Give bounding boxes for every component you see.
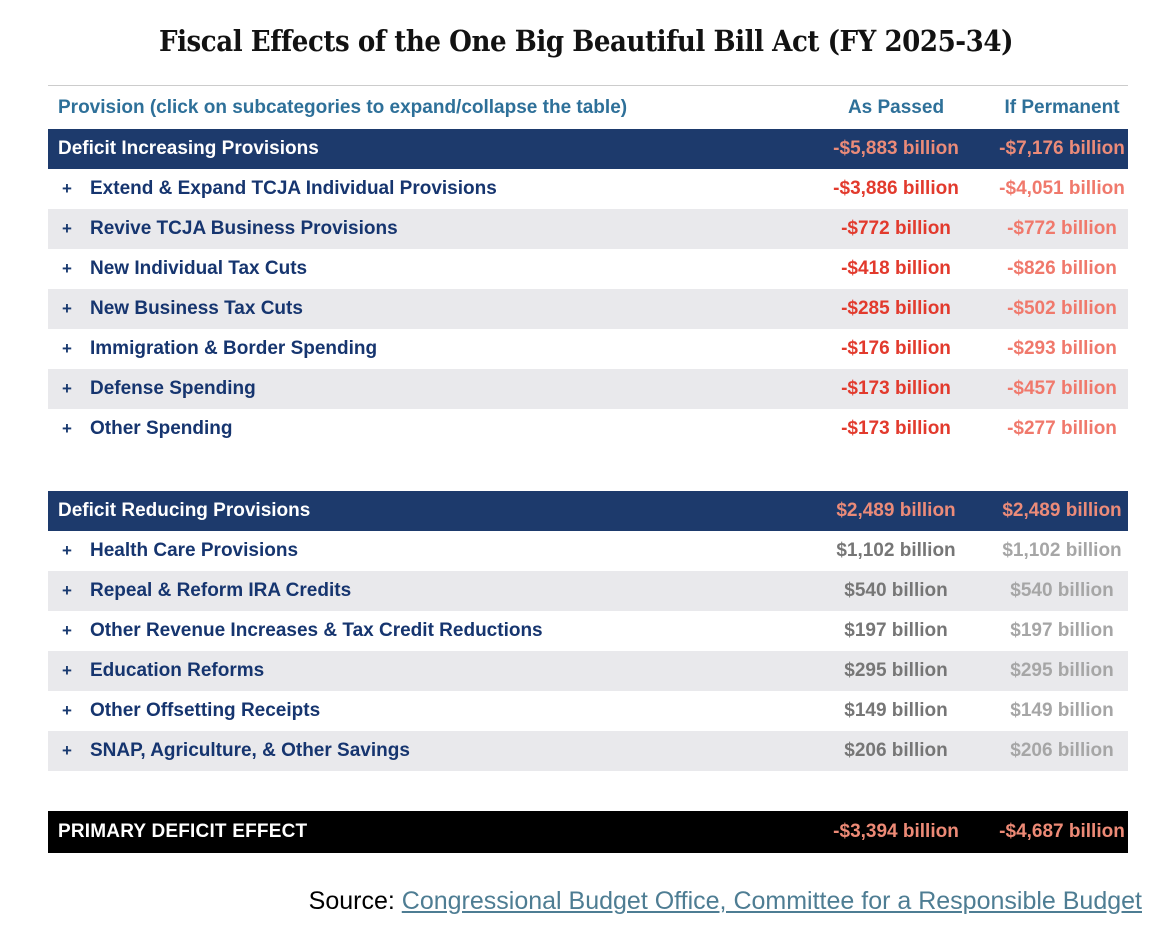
provision-label: Other Offsetting Receipts xyxy=(90,700,321,721)
table-header-row: Provision (click on subcategories to exp… xyxy=(48,85,1128,129)
if-permanent-value: -$457 billion xyxy=(1007,378,1117,399)
as-passed-value: $540 billion xyxy=(844,580,948,601)
as-passed-value: -$285 billion xyxy=(841,298,951,319)
table-row[interactable]: + New Individual Tax Cuts -$418 billion … xyxy=(48,249,1128,289)
expand-plus-icon[interactable]: + xyxy=(62,621,72,640)
expand-plus-icon[interactable]: + xyxy=(62,259,72,278)
provision-label: Immigration & Border Spending xyxy=(90,338,378,359)
section-label: Deficit Increasing Provisions xyxy=(58,138,319,159)
table-row[interactable]: + Other Revenue Increases & Tax Credit R… xyxy=(48,611,1128,651)
as-passed-value: $1,102 billion xyxy=(836,540,956,561)
expand-plus-icon[interactable]: + xyxy=(62,741,72,760)
expand-plus-icon[interactable]: + xyxy=(62,419,72,438)
primary-deficit-effect-row: PRIMARY DEFICIT EFFECT -$3,394 billion -… xyxy=(48,811,1128,853)
as-passed-value: $295 billion xyxy=(844,660,948,681)
if-permanent-column-header: If Permanent xyxy=(1004,96,1120,118)
provision-label: SNAP, Agriculture, & Other Savings xyxy=(90,740,410,761)
section-deficit-increasing: Deficit Increasing Provisions -$5,883 bi… xyxy=(48,129,1128,449)
expand-plus-icon[interactable]: + xyxy=(62,379,72,398)
if-permanent-value: -$772 billion xyxy=(1007,218,1117,239)
as-passed-value: $149 billion xyxy=(844,700,948,721)
if-permanent-value: $206 billion xyxy=(1010,740,1114,761)
provision-label: Revive TCJA Business Provisions xyxy=(90,218,398,239)
provision-label: Repeal & Reform IRA Credits xyxy=(90,580,352,601)
table-row[interactable]: + Other Offsetting Receipts $149 billion… xyxy=(48,691,1128,731)
as-passed-total: $2,489 billion xyxy=(836,500,956,521)
table-row[interactable]: + Repeal & Reform IRA Credits $540 billi… xyxy=(48,571,1128,611)
if-permanent-total: -$4,687 billion xyxy=(999,821,1125,842)
if-permanent-total: $2,489 billion xyxy=(1002,500,1122,521)
source-link[interactable]: Congressional Budget Office, Committee f… xyxy=(401,887,1142,915)
as-passed-value: -$173 billion xyxy=(841,418,951,439)
total-label: PRIMARY DEFICIT EFFECT xyxy=(58,821,308,842)
provision-label: Other Revenue Increases & Tax Credit Red… xyxy=(90,620,543,641)
if-permanent-value: $540 billion xyxy=(1010,580,1114,601)
provision-label: Extend & Expand TCJA Individual Provisio… xyxy=(90,178,497,199)
provision-label: Other Spending xyxy=(90,418,233,439)
deficit-reducing-rows: + Health Care Provisions $1,102 billion … xyxy=(48,531,1128,771)
as-passed-value: $197 billion xyxy=(844,620,948,641)
as-passed-column-header: As Passed xyxy=(847,96,945,118)
table-row[interactable]: + SNAP, Agriculture, & Other Savings $20… xyxy=(48,731,1128,771)
table-row[interactable]: + Other Spending -$173 billion -$277 bil… xyxy=(48,409,1128,449)
section-header-deficit-reducing: Deficit Reducing Provisions $2,489 billi… xyxy=(48,491,1128,531)
table-row[interactable]: + Defense Spending -$173 billion -$457 b… xyxy=(48,369,1128,409)
section-deficit-reducing: Deficit Reducing Provisions $2,489 billi… xyxy=(48,491,1128,771)
expand-plus-icon[interactable]: + xyxy=(62,541,72,560)
as-passed-total: -$5,883 billion xyxy=(833,138,959,159)
expand-plus-icon[interactable]: + xyxy=(62,299,72,318)
table-row[interactable]: + Revive TCJA Business Provisions -$772 … xyxy=(48,209,1128,249)
expand-plus-icon[interactable]: + xyxy=(62,179,72,198)
as-passed-value: -$772 billion xyxy=(841,218,951,239)
if-permanent-value: $197 billion xyxy=(1010,620,1114,641)
if-permanent-value: $1,102 billion xyxy=(1002,540,1122,561)
expand-plus-icon[interactable]: + xyxy=(62,581,72,600)
as-passed-value: -$173 billion xyxy=(841,378,951,399)
provision-label: New Individual Tax Cuts xyxy=(90,258,308,279)
source-label: Source: xyxy=(308,887,402,915)
if-permanent-value: $149 billion xyxy=(1010,700,1114,721)
as-passed-value: -$418 billion xyxy=(841,258,951,279)
provision-label: Education Reforms xyxy=(90,660,265,681)
table-row[interactable]: + Health Care Provisions $1,102 billion … xyxy=(48,531,1128,571)
table-row[interactable]: + Extend & Expand TCJA Individual Provis… xyxy=(48,169,1128,209)
deficit-increasing-rows: + Extend & Expand TCJA Individual Provis… xyxy=(48,169,1128,449)
as-passed-value: $206 billion xyxy=(844,740,948,761)
table-row[interactable]: + Immigration & Border Spending -$176 bi… xyxy=(48,329,1128,369)
provision-label: Health Care Provisions xyxy=(90,540,299,561)
provision-label: Defense Spending xyxy=(90,378,256,399)
expand-plus-icon[interactable]: + xyxy=(62,219,72,238)
provision-label: New Business Tax Cuts xyxy=(90,298,303,319)
as-passed-value: -$3,886 billion xyxy=(833,178,959,199)
if-permanent-value: -$826 billion xyxy=(1007,258,1117,279)
section-label: Deficit Reducing Provisions xyxy=(58,500,311,521)
as-passed-value: -$176 billion xyxy=(841,338,951,359)
if-permanent-value: $295 billion xyxy=(1010,660,1114,681)
page-title: Fiscal Effects of the One Big Beautiful … xyxy=(159,24,1013,58)
table-row[interactable]: + Education Reforms $295 billion $295 bi… xyxy=(48,651,1128,691)
fiscal-table: Provision (click on subcategories to exp… xyxy=(48,85,1128,853)
section-header-deficit-increasing: Deficit Increasing Provisions -$5,883 bi… xyxy=(48,129,1128,169)
if-permanent-value: -$4,051 billion xyxy=(999,178,1125,199)
source-attribution: Source: Congressional Budget Office, Com… xyxy=(0,886,1172,916)
as-passed-total: -$3,394 billion xyxy=(833,821,959,842)
expand-plus-icon[interactable]: + xyxy=(62,701,72,720)
if-permanent-value: -$277 billion xyxy=(1007,418,1117,439)
expand-plus-icon[interactable]: + xyxy=(62,661,72,680)
table-row[interactable]: + New Business Tax Cuts -$285 billion -$… xyxy=(48,289,1128,329)
if-permanent-value: -$293 billion xyxy=(1007,338,1117,359)
if-permanent-total: -$7,176 billion xyxy=(999,138,1125,159)
provision-column-header: Provision (click on subcategories to exp… xyxy=(58,96,628,118)
expand-plus-icon[interactable]: + xyxy=(62,339,72,358)
if-permanent-value: -$502 billion xyxy=(1007,298,1117,319)
